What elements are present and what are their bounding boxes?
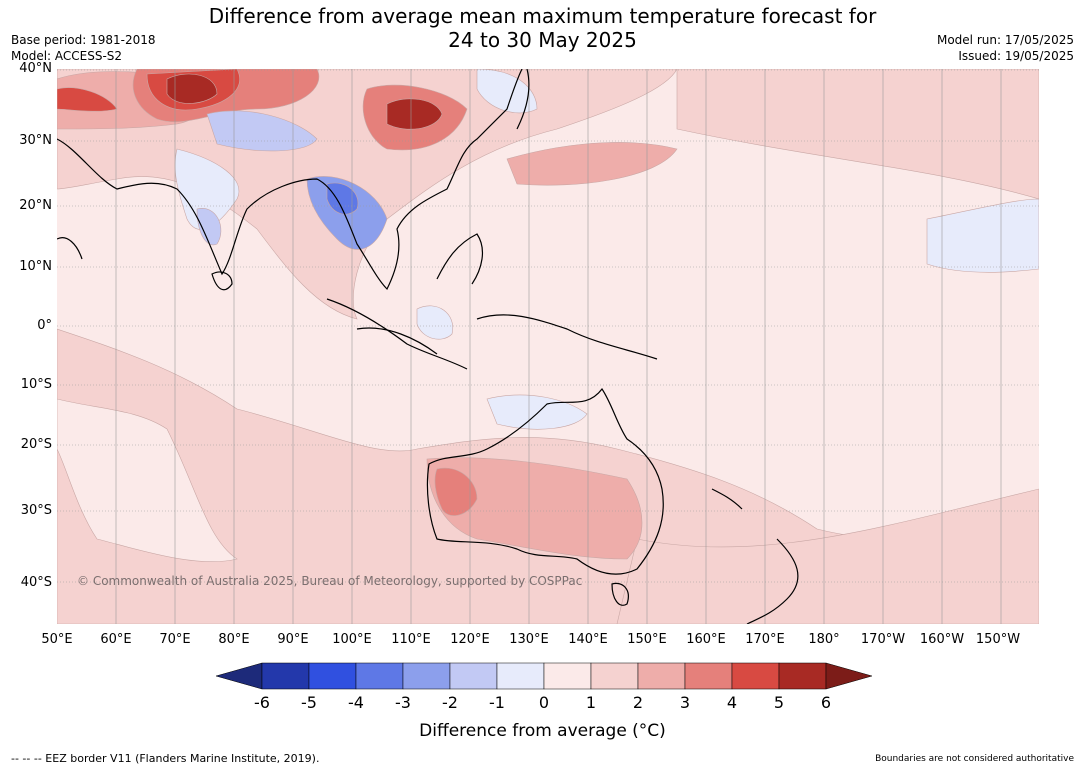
eez-note: -- -- -- EEZ border V11 (Flanders Marine… — [11, 752, 320, 765]
colorbar-label: Difference from average (°C) — [419, 721, 666, 741]
lon-label-150e: 150°E — [627, 632, 667, 647]
colorbar-tick: -5 — [301, 693, 317, 712]
title-line-1: Difference from average mean maximum tem… — [208, 4, 877, 28]
lat-label-20n: 20°N — [19, 198, 52, 213]
lat-label-30n: 30°N — [19, 133, 52, 148]
lat-label-10n: 10°N — [19, 259, 52, 274]
colorbar-tick: -4 — [348, 693, 364, 712]
colorbar-tick: 5 — [773, 693, 785, 712]
boundaries-note: Boundaries are not considered authoritat… — [875, 754, 1074, 764]
colorbar-segment — [308, 662, 357, 690]
lat-label-20s: 20°S — [20, 437, 52, 452]
lon-label-120e: 120°E — [450, 632, 490, 647]
colorbar-tick: -2 — [442, 693, 458, 712]
lon-label-140e: 140°E — [568, 632, 608, 647]
anomaly-map — [57, 69, 1039, 624]
colorbar-tick: 2 — [632, 693, 644, 712]
title-line-2: 24 to 30 May 2025 — [448, 28, 637, 52]
colorbar-segment — [590, 662, 639, 690]
map-panel — [57, 69, 1039, 624]
lon-label-60e: 60°E — [100, 632, 132, 647]
lon-label-170w: 170°W — [860, 632, 906, 647]
map-title: Difference from average mean maximum tem… — [0, 4, 1085, 52]
copyright-notice: © Commonwealth of Australia 2025, Bureau… — [77, 574, 583, 588]
lon-label-180: 180° — [808, 632, 840, 647]
lon-label-110e: 110°E — [391, 632, 431, 647]
colorbar-segment — [543, 662, 592, 690]
colorbar-tick: -1 — [489, 693, 505, 712]
base-period: Base period: 1981-2018 — [11, 33, 156, 47]
colorbar-segment-high — [825, 662, 873, 690]
model-run: Model run: 17/05/2025 — [936, 33, 1074, 47]
lon-label-50e: 50°E — [41, 632, 73, 647]
issued-date: Issued: 19/05/2025 — [958, 49, 1074, 63]
lon-label-170e: 170°E — [745, 632, 785, 647]
colorbar-segment — [496, 662, 545, 690]
colorbar-segment — [731, 662, 780, 690]
colorbar-tick: -6 — [254, 693, 270, 712]
lon-label-150w: 150°W — [975, 632, 1021, 647]
meta-right: Model run: 17/05/2025 Issued: 19/05/2025 — [937, 32, 1074, 64]
lon-label-90e: 90°E — [277, 632, 309, 647]
colorbar-segment — [261, 662, 310, 690]
colorbar-tick: 4 — [726, 693, 738, 712]
colorbar-tick: 1 — [585, 693, 597, 712]
lon-label-100e: 100°E — [332, 632, 372, 647]
lon-label-130e: 130°E — [509, 632, 549, 647]
colorbar-tick: -3 — [395, 693, 411, 712]
colorbar-segment — [684, 662, 733, 690]
coastlines — [57, 69, 799, 624]
colorbar-segment — [402, 662, 451, 690]
lat-label-0: 0° — [37, 318, 52, 333]
colorbar-segment — [778, 662, 827, 690]
lat-label-40s: 40°S — [20, 575, 52, 590]
colorbar-tick: 6 — [820, 693, 832, 712]
meta-left: Base period: 1981-2018 Model: ACCESS-S2 — [11, 32, 156, 64]
lon-label-80e: 80°E — [218, 632, 250, 647]
colorbar-segment — [637, 662, 686, 690]
lon-label-70e: 70°E — [159, 632, 191, 647]
colorbar-tick: 3 — [679, 693, 691, 712]
lat-label-30s: 30°S — [20, 503, 52, 518]
colorbar — [215, 662, 873, 690]
lat-label-10s: 10°S — [20, 377, 52, 392]
colorbar-segment — [449, 662, 498, 690]
colorbar-segment — [355, 662, 404, 690]
anomaly-contours — [57, 69, 1039, 624]
graticule — [57, 69, 1039, 624]
colorbar-tick: 0 — [538, 693, 550, 712]
colorbar-segment-low — [215, 662, 263, 690]
lon-label-160e: 160°E — [686, 632, 726, 647]
lon-label-160w: 160°W — [919, 632, 965, 647]
lat-label-40n: 40°N — [19, 61, 52, 76]
model-name: Model: ACCESS-S2 — [11, 49, 123, 63]
